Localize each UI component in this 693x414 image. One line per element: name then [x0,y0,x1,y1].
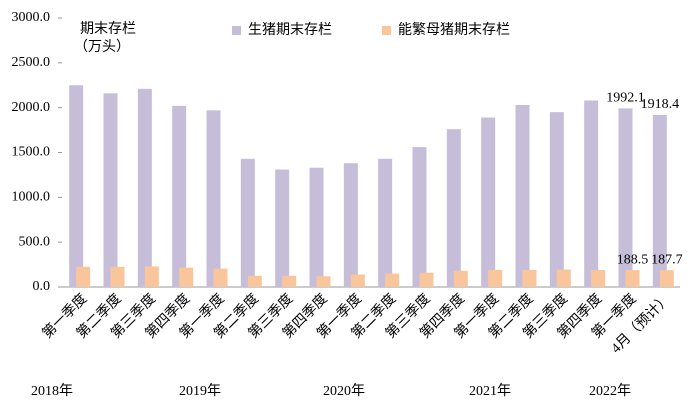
data-label: 1918.4 [641,97,680,112]
bar [343,163,358,287]
bar [213,268,228,287]
y-axis-label: 期末存栏 [80,21,136,37]
bar [419,272,434,287]
bar [76,266,91,287]
bar [179,267,194,287]
bar [137,88,152,287]
bar [584,100,599,287]
bar [350,274,365,287]
legend-swatch [382,26,391,35]
bar [488,269,503,287]
bar [247,275,262,287]
bar [453,270,468,287]
bar [378,158,393,287]
bar [659,270,674,287]
y-tick-label: 500.0 [19,234,51,249]
legend-swatch [232,26,241,35]
year-label: 2019年 [179,383,221,399]
y-axis-label: （万头） [74,39,130,55]
bar [69,85,84,287]
bar [206,110,221,288]
x-tick-label: 4月（预计） [608,291,674,357]
bar [316,276,331,287]
bar [446,129,461,287]
bar [103,93,118,287]
data-label: 188.5 [617,252,649,267]
y-tick-label: 0.0 [33,279,51,294]
data-label: 187.7 [651,252,683,267]
y-tick-label: 1500.0 [12,145,51,160]
legend-label: 生猪期末存栏 [248,22,332,38]
bar [110,266,125,287]
bar [282,275,297,287]
legend-label: 能繁母猪期末存栏 [398,22,510,38]
year-label: 2018年 [31,383,73,399]
year-label: 2022年 [589,383,631,399]
year-label: 2020年 [323,383,365,399]
bar [549,112,564,288]
bar [556,269,571,287]
bar [515,104,530,287]
bar [522,269,537,287]
bar [275,169,290,287]
bar [481,117,496,287]
bar [309,167,324,287]
y-tick-label: 2000.0 [12,100,51,115]
y-tick-label: 2500.0 [12,55,51,70]
bar [652,114,667,288]
y-tick-label: 1000.0 [12,190,51,205]
bar [625,270,640,287]
bar [240,158,255,287]
bar [172,105,187,287]
data-label: 1992.1 [606,91,645,106]
bar [412,147,427,287]
year-label: 2021年 [469,383,511,399]
bar [591,269,606,287]
bar [144,266,159,287]
y-tick-label: 3000.0 [12,10,51,25]
bar [618,108,633,287]
bar [385,273,400,287]
